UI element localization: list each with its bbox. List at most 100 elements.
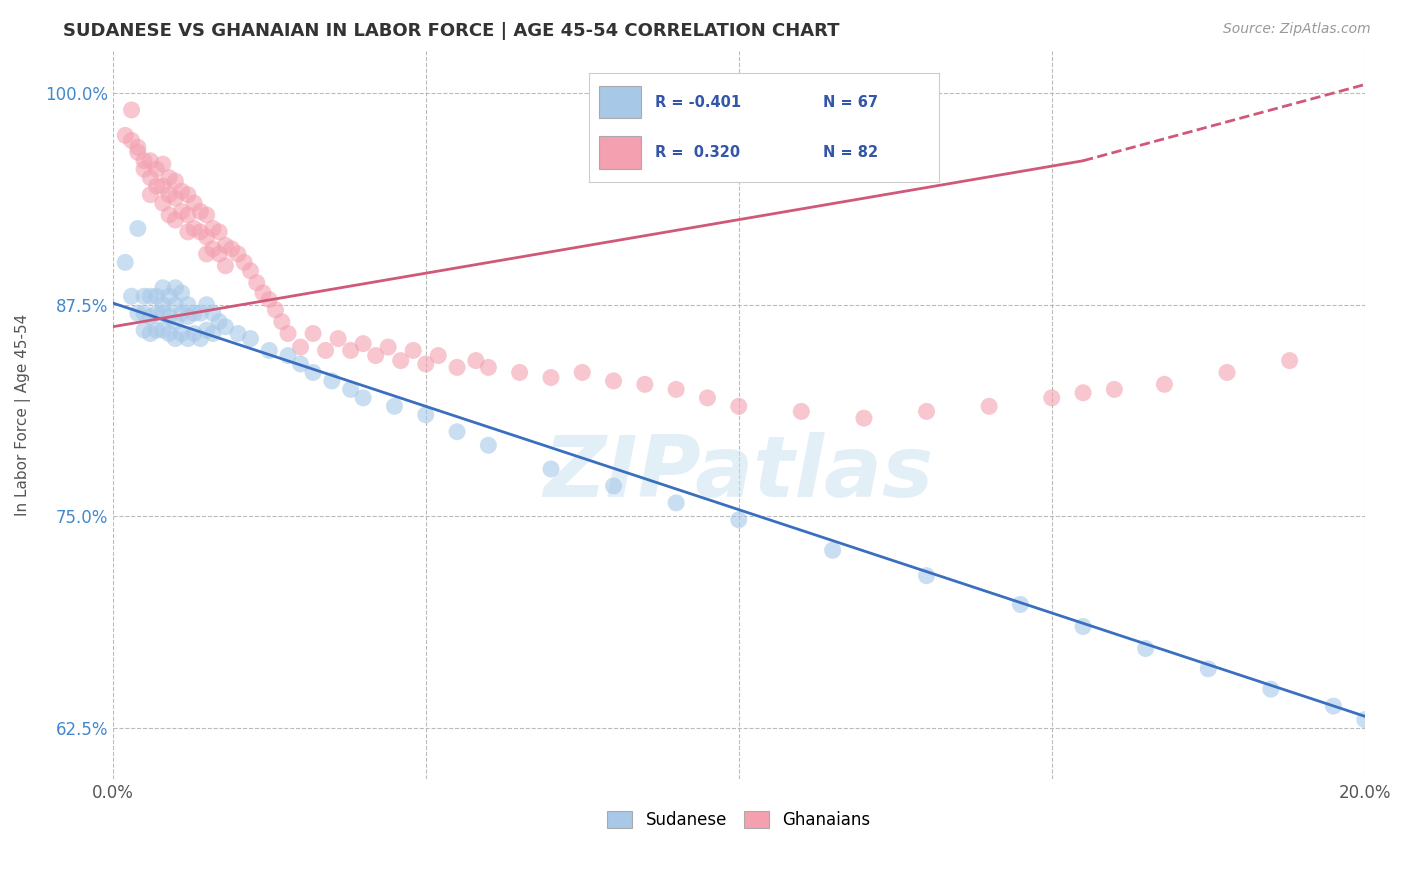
Point [665,383,688,397]
Point [157,310,180,324]
Point [201,221,224,235]
Point [727,513,749,527]
Point [321,374,343,388]
Point [165,332,187,346]
Point [132,306,155,320]
Point [183,306,205,320]
Point [165,315,187,329]
Point [352,391,374,405]
Point [446,360,468,375]
Point [1260,682,1282,697]
Point [132,323,155,337]
Point [634,377,657,392]
Point [121,289,143,303]
Point [790,404,813,418]
Point [352,336,374,351]
Point [602,374,624,388]
Point [1322,699,1344,714]
Point [201,326,224,341]
Point [233,255,256,269]
Point [195,208,218,222]
Point [190,204,212,219]
Point [427,349,450,363]
Point [190,225,212,239]
Point [384,400,406,414]
Point [1040,391,1063,405]
Point [302,366,325,380]
Point [152,306,174,320]
Point [170,326,193,341]
Point [183,221,205,235]
Point [290,357,312,371]
Point [165,174,187,188]
Point [415,408,437,422]
Point [339,343,361,358]
Point [195,323,218,337]
Point [696,391,718,405]
Point [121,103,143,117]
Point [259,293,281,307]
Point [602,479,624,493]
Point [127,145,149,160]
Point [139,289,162,303]
Point [915,404,938,418]
Point [540,370,562,384]
Point [114,255,136,269]
Point [464,353,486,368]
Point [165,281,187,295]
Point [132,289,155,303]
Point [477,438,499,452]
Point [270,315,292,329]
Point [239,264,262,278]
Text: ZIPatlas: ZIPatlas [544,432,934,515]
Point [177,208,200,222]
Point [571,366,593,380]
Point [226,326,249,341]
Point [1010,598,1032,612]
Point [177,310,200,324]
Point [157,208,180,222]
Point [165,298,187,312]
Point [152,179,174,194]
Point [152,281,174,295]
Point [170,306,193,320]
Point [509,366,531,380]
Point [139,170,162,185]
Point [1153,377,1175,392]
Point [170,204,193,219]
Point [226,247,249,261]
Point [132,153,155,168]
Point [190,332,212,346]
Text: Source: ZipAtlas.com: Source: ZipAtlas.com [1223,22,1371,37]
Point [1216,366,1239,380]
Point [290,340,312,354]
Point [1104,383,1126,397]
Point [979,400,1001,414]
Point [477,360,499,375]
Point [157,187,180,202]
Point [821,543,844,558]
Point [208,225,231,239]
Point [208,247,231,261]
Point [145,306,167,320]
Point [852,411,875,425]
Point [1354,713,1376,727]
Text: SUDANESE VS GHANAIAN IN LABOR FORCE | AGE 45-54 CORRELATION CHART: SUDANESE VS GHANAIAN IN LABOR FORCE | AG… [63,22,839,40]
Point [157,170,180,185]
Point [157,289,180,303]
Point [221,242,243,256]
Point [727,400,749,414]
Point [259,343,281,358]
Point [277,349,299,363]
Point [214,238,236,252]
Point [246,276,269,290]
Point [389,353,412,368]
Point [214,259,236,273]
Point [208,315,231,329]
Point [139,326,162,341]
Point [177,298,200,312]
Point [165,191,187,205]
Point [139,187,162,202]
Point [145,323,167,337]
Point [114,128,136,143]
